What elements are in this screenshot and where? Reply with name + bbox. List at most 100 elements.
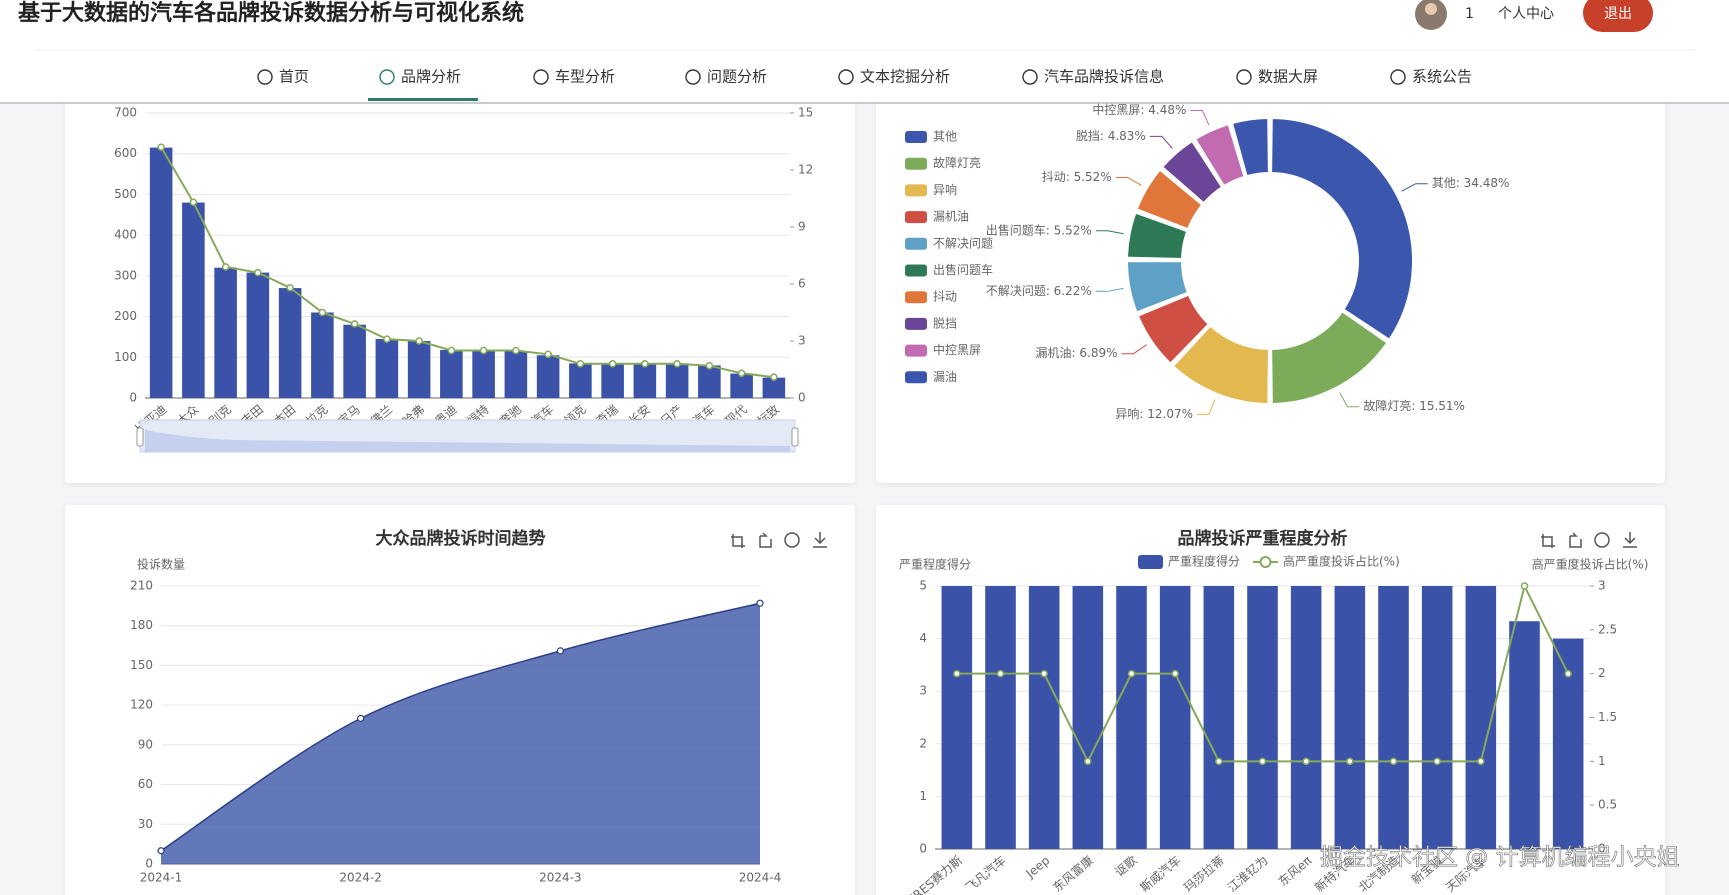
y-tick-label: 0 xyxy=(145,857,153,871)
zoom-handle[interactable] xyxy=(136,427,144,447)
y-tick-label: 0 xyxy=(919,842,927,856)
legend-label[interactable]: 抖动 xyxy=(933,290,957,304)
nav-item[interactable]: 数据大屏 xyxy=(1258,68,1318,86)
tool-zoom[interactable] xyxy=(731,534,745,548)
bar xyxy=(1116,586,1147,849)
tool-back[interactable] xyxy=(1569,532,1582,548)
nav-icon xyxy=(533,69,549,85)
tool-save[interactable] xyxy=(813,532,827,548)
label-line xyxy=(1401,183,1428,192)
y2-tick-label: 0.5 xyxy=(1598,798,1617,812)
bar xyxy=(941,586,973,849)
bar xyxy=(1159,586,1191,849)
line-point xyxy=(157,847,165,855)
y2-tick-label: 1 xyxy=(1598,754,1606,768)
logout-button[interactable] xyxy=(1583,0,1653,32)
y2-axis-label: 高严重度投诉占比(%) xyxy=(1532,557,1649,572)
slice-label: 中控黑屏: 4.48% xyxy=(1092,102,1186,117)
nav-item[interactable]: 文本挖掘分析 xyxy=(860,68,950,86)
y-tick-label: 60 xyxy=(138,777,153,791)
legend-label[interactable]: 漏机油 xyxy=(933,210,969,224)
label-line xyxy=(1121,344,1148,355)
tool-zoom[interactable] xyxy=(1541,534,1555,548)
bar xyxy=(536,355,560,398)
y2-tick-label: 15 xyxy=(798,106,813,120)
legend-label[interactable]: 中控黑屏 xyxy=(933,342,981,357)
legend-label[interactable]: 不解决问题 xyxy=(933,236,993,250)
legend-swatch xyxy=(905,317,927,330)
bar xyxy=(472,351,495,398)
line-point xyxy=(254,268,262,277)
nav-item[interactable]: 首页 xyxy=(279,68,309,86)
y-tick-label: 400 xyxy=(114,228,137,242)
bar xyxy=(407,341,431,398)
y2-tick-label: 2 xyxy=(1598,666,1606,680)
line-point xyxy=(1127,669,1136,678)
slice-label: 故障灯亮: 15.51% xyxy=(1363,398,1465,413)
legend-swatch xyxy=(905,344,927,357)
nav-item[interactable]: 车型分析 xyxy=(555,68,615,86)
bar xyxy=(1509,621,1540,849)
tool-save[interactable] xyxy=(1623,532,1637,548)
bar xyxy=(601,363,624,398)
line-point xyxy=(641,360,649,368)
legend-label[interactable]: 漏油 xyxy=(933,370,957,384)
pie-slice xyxy=(1161,140,1224,205)
bar xyxy=(1203,586,1235,849)
nav-icon xyxy=(257,69,273,85)
tool-restore[interactable] xyxy=(1594,532,1610,548)
y-tick-label: 180 xyxy=(130,618,153,632)
y-tick-label: 0 xyxy=(129,391,137,405)
x-tick-label: 2024-2 xyxy=(339,871,382,885)
bar xyxy=(762,377,786,398)
nav-item[interactable]: 品牌分析 xyxy=(401,68,461,86)
y-tick-label: 300 xyxy=(114,268,137,282)
line-point xyxy=(318,308,327,317)
bar xyxy=(278,288,302,398)
bar xyxy=(214,267,237,398)
pie-slice xyxy=(1270,117,1414,341)
line-point xyxy=(1433,757,1441,766)
legend-label[interactable]: 异响 xyxy=(933,182,957,197)
nav-item[interactable]: 系统公告 xyxy=(1412,68,1472,86)
zoom-handle[interactable] xyxy=(791,427,799,447)
line-point xyxy=(1346,757,1354,766)
legend-swatch xyxy=(905,371,927,384)
nav-icon xyxy=(1236,69,1252,85)
y-tick-label: 210 xyxy=(130,579,153,593)
profile-link[interactable]: 个人中心 xyxy=(1498,6,1554,22)
slice-label: 抖动: 5.52% xyxy=(1042,170,1112,184)
bar xyxy=(633,363,657,398)
watermark: 掘金技术社区 @ 计算机编程小央姐 xyxy=(1320,845,1680,871)
legend-label: 严重程度得分 xyxy=(1168,554,1240,569)
line-point xyxy=(357,714,365,722)
bar xyxy=(698,365,721,398)
legend-swatch xyxy=(905,184,927,197)
pie-slice xyxy=(1126,260,1189,314)
avatar-face xyxy=(1425,3,1437,15)
legend-swatch xyxy=(905,131,927,143)
y-tick-label: 5 xyxy=(919,579,927,593)
line-point xyxy=(1040,669,1048,678)
legend-label[interactable]: 脱挡 xyxy=(933,315,957,330)
y2-tick-label: 3 xyxy=(798,334,806,348)
nav-item[interactable]: 汽车品牌投诉信息 xyxy=(1044,68,1164,86)
line-point xyxy=(770,373,778,381)
y-tick-label: 1 xyxy=(919,789,927,803)
line-point xyxy=(383,335,391,343)
tool-restore[interactable] xyxy=(784,532,800,548)
y2-tick-label: 12 xyxy=(798,163,813,177)
nav-item[interactable]: 问题分析 xyxy=(707,68,767,86)
bar xyxy=(246,272,270,398)
legend-label[interactable]: 故障灯亮 xyxy=(933,155,981,170)
nav-icon xyxy=(379,69,395,85)
tool-back[interactable] xyxy=(759,532,772,548)
line xyxy=(160,146,774,379)
legend-label[interactable]: 其他 xyxy=(933,130,957,144)
legend-label[interactable]: 出售问题车 xyxy=(933,262,993,277)
bar xyxy=(1334,586,1366,849)
line-point xyxy=(189,198,198,207)
